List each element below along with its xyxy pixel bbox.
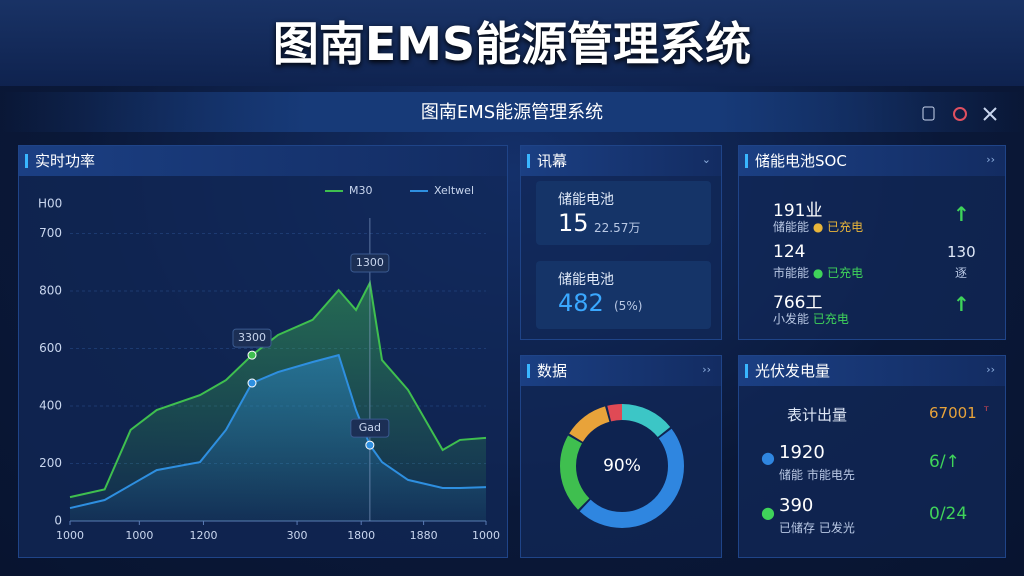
banner: [0, 0, 1024, 86]
pv-value: 390: [779, 495, 814, 516]
donut-bg: [568, 412, 676, 520]
pv-total-label: 表计出量: [787, 406, 848, 424]
card-value: 15: [558, 209, 589, 237]
pv-label: 已储存 已发光: [779, 521, 855, 535]
y-axis-label: H00: [38, 197, 62, 211]
y-tick-label: 600: [39, 341, 62, 355]
storage-card: 储能电池 482 (5%): [536, 261, 711, 329]
x-tick-label: 1880: [410, 529, 438, 542]
icon-settings[interactable]: [953, 107, 967, 121]
storage-panel: 讯幕 ⌄ 储能电池 15 22.57万 储能电池 482 (5%): [520, 145, 722, 340]
soc-value: 124: [773, 242, 806, 262]
donut-center: 90%: [603, 456, 641, 476]
soc-label: 市能能 ● 已充电: [773, 266, 864, 280]
soc-value: 766工: [773, 293, 823, 313]
card-label: 储能电池: [558, 272, 614, 288]
arrow-up: ↑: [953, 202, 970, 226]
soc-right: 130: [947, 243, 976, 261]
annotation-box: [350, 253, 390, 273]
x-tick-label: 1000: [125, 529, 153, 542]
y-tick-label: 0: [54, 514, 62, 528]
card-sub: 22.57万: [594, 221, 641, 235]
x-tick-label: 1800: [347, 529, 375, 542]
soc-panel: 储能电池SOC ›› 191业 储能能 ● 已充电 ↑ 124 市能能 ● 已充电…: [738, 145, 1006, 340]
icon-doc[interactable]: [922, 106, 935, 121]
annotation: 1300: [356, 256, 384, 269]
soc-label: 市能能: [773, 266, 810, 280]
banner-title: 图南EMS能源管理系统: [272, 17, 752, 71]
header-icons[interactable]: [918, 104, 1008, 124]
panel-title: 储能电池SOC: [739, 146, 1005, 176]
area: [70, 355, 486, 521]
icon-close[interactable]: [983, 107, 997, 121]
x-tick-label: 1000: [472, 529, 500, 542]
annotation: Gad: [359, 421, 381, 434]
x-tick-label: 300: [287, 529, 308, 542]
point: [247, 350, 257, 360]
soc-value: 191业: [773, 201, 823, 221]
panel-title: 实时功率: [19, 146, 507, 176]
soc-label: 小发能 已充电: [773, 310, 849, 327]
legend-label: M30: [349, 184, 373, 197]
pv-panel: 光伏发电量 ›› 表计出量 67001 ᵀ ● 1920 储能 市能电先 6/↑ …: [738, 355, 1006, 558]
legend-label: Xeltwel: [434, 184, 474, 197]
donut: [560, 404, 684, 528]
x-tick-label: 1200: [189, 529, 217, 542]
y-tick-label: 800: [39, 284, 62, 298]
point: [365, 440, 375, 450]
pv-right: 6/↑: [929, 452, 960, 472]
annotation: 3300: [238, 331, 266, 344]
panel-title: 讯幕: [521, 146, 721, 176]
point: [247, 378, 257, 388]
line: [69, 353, 487, 510]
arrow-up: ↑: [953, 292, 970, 316]
card-sub: (5%): [614, 299, 643, 313]
header-bar: [0, 92, 1024, 132]
storage-card: 储能电池 15 22.57万: [536, 181, 711, 245]
donut-panel: 数据 ›› 90%: [520, 355, 722, 558]
pv-total: 67001: [929, 404, 977, 422]
donut-segment: [560, 404, 684, 528]
donut-segment: [560, 404, 684, 528]
card-label: 储能电池: [558, 192, 614, 208]
soc-label: 储能能 ● 已充电: [773, 220, 864, 234]
panel-title: 数据: [521, 356, 721, 386]
x-tick-label: 1000: [56, 529, 84, 542]
pv-right: 0/24: [929, 504, 968, 524]
y-tick-label: 700: [39, 226, 62, 240]
annotation-box: [232, 328, 272, 348]
y-tick-label: 400: [39, 399, 62, 413]
soc-status: 已充电: [812, 312, 849, 326]
panel-title: 光伏发电量: [739, 356, 1005, 386]
line: [69, 279, 487, 499]
soc-status: 已充电: [827, 220, 864, 234]
card-value: 482: [558, 289, 604, 317]
pv-label: 储能 市能电先: [779, 468, 855, 482]
pv-value: 1920: [779, 442, 825, 463]
pv-right: 6/: [929, 452, 946, 472]
soc-label: 小发能: [773, 312, 810, 326]
annotation-box: [350, 418, 390, 438]
soc-status: 已充电: [827, 266, 864, 280]
soc-label: 储能能: [773, 220, 810, 234]
donut-segment: [560, 404, 684, 528]
y-tick-label: 200: [39, 456, 62, 470]
soc-right-sub: 逐: [955, 266, 968, 280]
header-title: 图南EMS能源管理系统: [420, 102, 604, 123]
